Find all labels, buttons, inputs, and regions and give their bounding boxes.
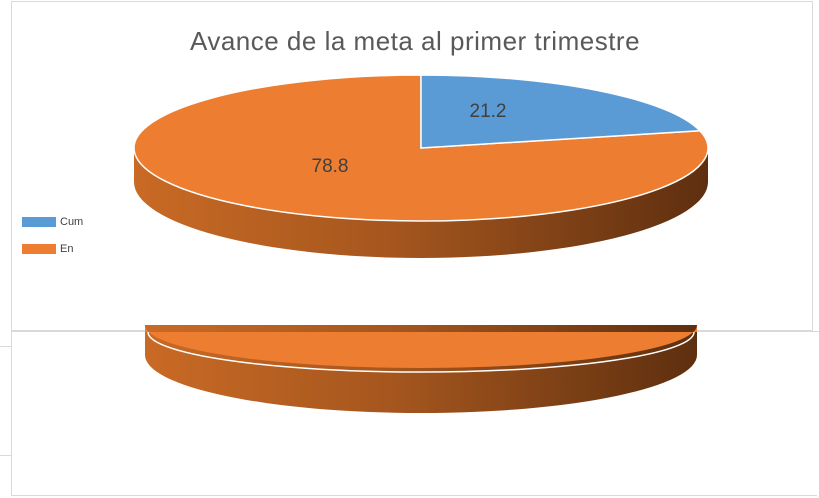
legend-label: En (60, 243, 74, 255)
slice-cum (420, 74, 702, 149)
chart-area-bottom (11, 332, 817, 496)
legend-swatch (22, 217, 56, 227)
legend-swatch (22, 244, 56, 254)
legend: Cum En (22, 212, 83, 266)
pie-side (134, 148, 708, 258)
legend-item-cum: Cum (22, 212, 83, 232)
cell-divider-left (0, 346, 11, 347)
pie-main: 21.2 78.8 (133, 74, 709, 258)
chart-title: Avance de la meta al primer trimestre (189, 26, 641, 56)
data-label-cum: 21.2 (470, 101, 507, 122)
legend-label: Cum (60, 216, 84, 228)
data-label-en: 78.8 (312, 156, 349, 177)
legend-item-en: En (22, 239, 83, 259)
cell-divider-left (0, 455, 11, 456)
pie-copy (145, 325, 697, 413)
